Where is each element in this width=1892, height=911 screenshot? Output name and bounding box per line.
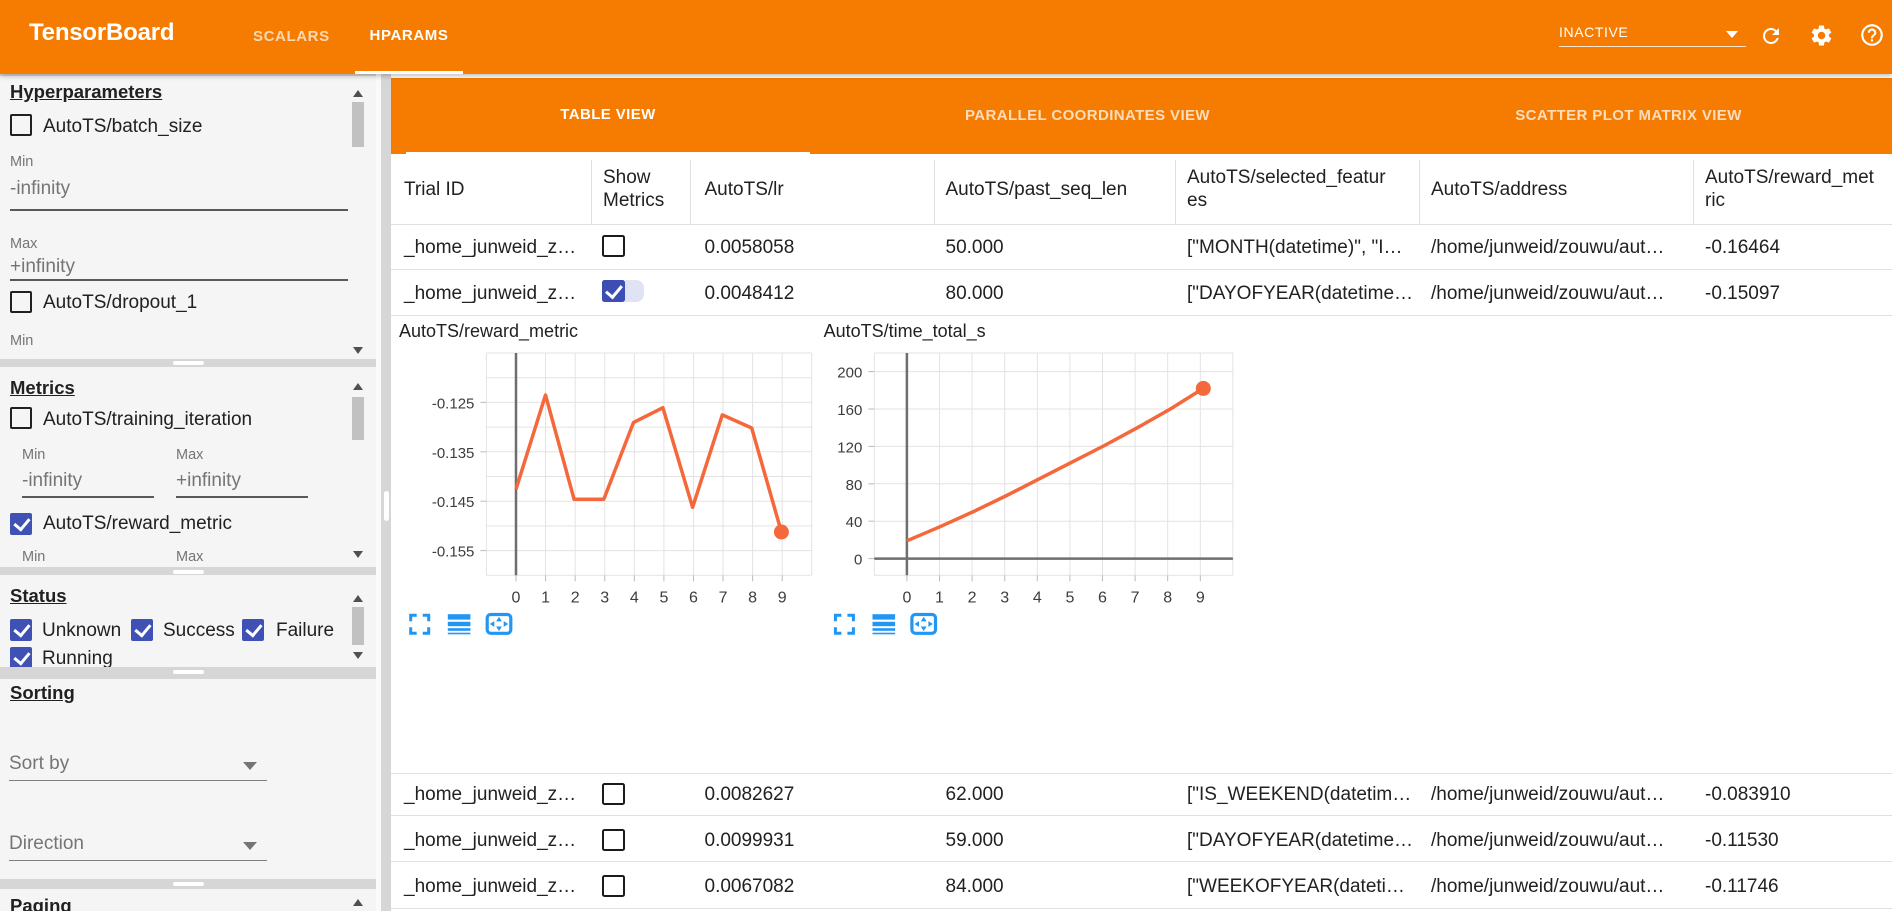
svg-text:9: 9 <box>1196 589 1205 606</box>
svg-text:160: 160 <box>837 402 862 419</box>
svg-text:2: 2 <box>968 589 977 606</box>
svg-text:4: 4 <box>630 589 639 606</box>
svg-text:6: 6 <box>1098 589 1107 606</box>
svg-text:9: 9 <box>778 589 787 606</box>
svg-text:0: 0 <box>902 589 911 606</box>
svg-text:80: 80 <box>846 477 863 494</box>
svg-text:4: 4 <box>1033 589 1042 606</box>
svg-text:8: 8 <box>1163 589 1172 606</box>
svg-text:7: 7 <box>1131 589 1140 606</box>
svg-text:0: 0 <box>512 589 521 606</box>
svg-text:200: 200 <box>837 365 862 382</box>
svg-text:0: 0 <box>854 552 862 569</box>
svg-text:1: 1 <box>935 589 944 606</box>
svg-text:6: 6 <box>689 589 698 606</box>
svg-text:1: 1 <box>541 589 550 606</box>
svg-text:120: 120 <box>837 439 862 456</box>
svg-text:2: 2 <box>571 589 580 606</box>
svg-text:40: 40 <box>846 514 863 531</box>
svg-text:5: 5 <box>659 589 668 606</box>
svg-text:5: 5 <box>1065 589 1074 606</box>
svg-text:AutoTS/time_total_s: AutoTS/time_total_s <box>824 321 986 342</box>
svg-text:-0.145: -0.145 <box>432 494 475 511</box>
svg-text:-0.135: -0.135 <box>432 445 475 462</box>
svg-text:8: 8 <box>748 589 757 606</box>
svg-text:AutoTS/reward_metric: AutoTS/reward_metric <box>399 321 578 342</box>
svg-text:3: 3 <box>600 589 609 606</box>
svg-text:-0.125: -0.125 <box>432 395 475 412</box>
svg-text:-0.155: -0.155 <box>432 544 475 561</box>
svg-text:7: 7 <box>719 589 728 606</box>
svg-text:3: 3 <box>1000 589 1009 606</box>
